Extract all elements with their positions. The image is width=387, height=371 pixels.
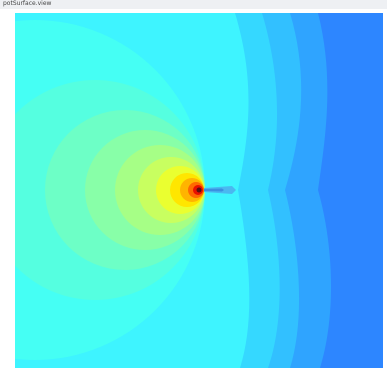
source-point [196,187,202,193]
window-title: potSurface.view [3,0,52,7]
band [318,13,383,368]
plot-area [15,13,383,368]
band [204,188,224,192]
toolbar [0,0,387,9]
